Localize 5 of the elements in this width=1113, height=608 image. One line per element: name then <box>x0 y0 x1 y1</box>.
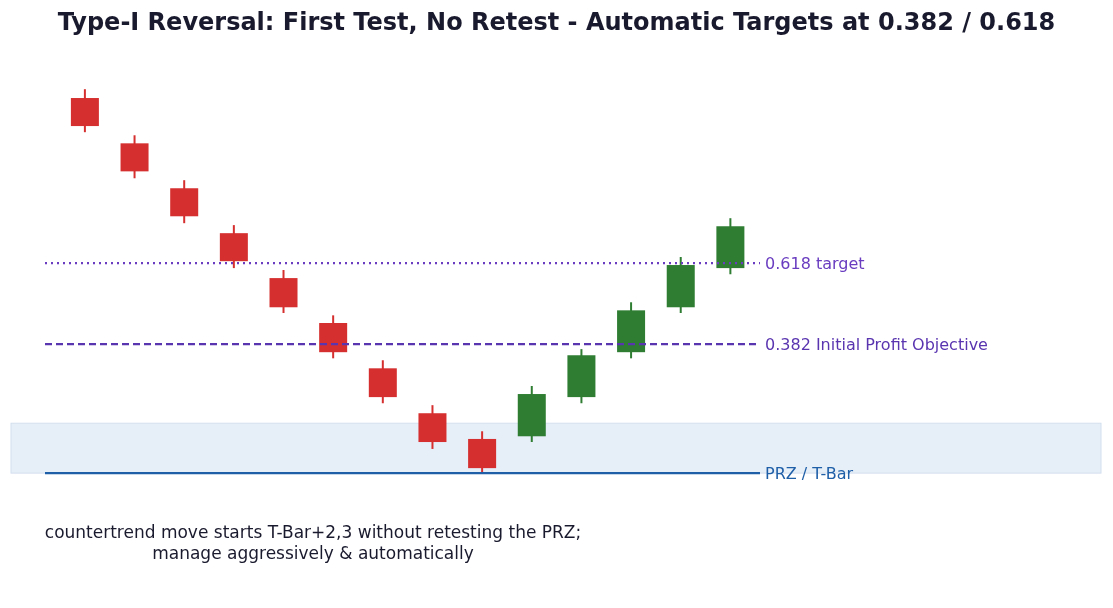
ref-line-label: PRZ / T-Bar <box>765 463 854 483</box>
chart-title: Type-I Reversal: First Test, No Retest - Automatic Targets at 0.382 / 0.618 <box>56 8 1057 36</box>
ref-line-label: 0.618 target <box>765 253 865 273</box>
ref-line-label: 0.382 Initial Profit Objective <box>765 334 988 354</box>
text: countertrend move starts T-Bar+2,3 without retesting the PRZ; manage aggressively & automatically <box>43 522 583 564</box>
